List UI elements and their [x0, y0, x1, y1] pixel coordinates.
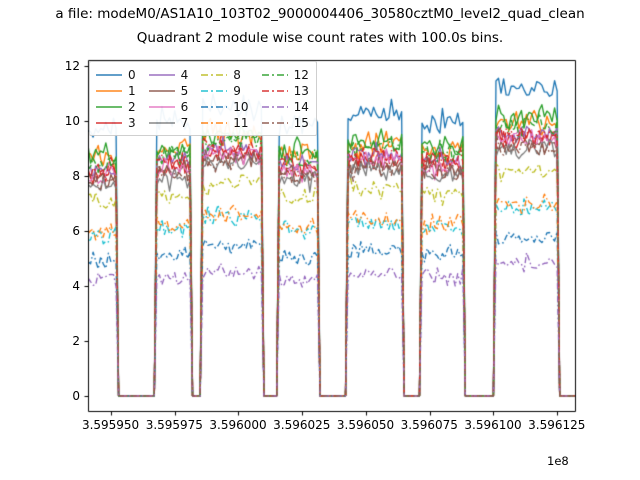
legend-entry-10[interactable]: 10 [201, 99, 249, 114]
legend-swatch-7 [148, 117, 175, 128]
legend-swatch-3 [96, 117, 122, 128]
legend-label-7: 7 [180, 115, 189, 130]
legend-entry-8[interactable]: 8 [201, 67, 248, 82]
legend-label-15: 15 [293, 115, 309, 130]
legend-entry-13[interactable]: 13 [261, 83, 309, 98]
legend-entry-15[interactable]: 15 [261, 115, 309, 130]
x-tick-label: 3.595950 [81, 418, 140, 432]
legend-swatch-5 [148, 85, 175, 96]
legend-label-4: 4 [180, 67, 189, 82]
legend-entry-9[interactable]: 9 [201, 83, 248, 98]
legend-label-11: 11 [233, 115, 249, 130]
x-tick-label: 3.596050 [336, 418, 395, 432]
legend-entry-5[interactable]: 5 [148, 83, 189, 98]
y-tick-label: 10 [64, 113, 80, 128]
y-tick-label: 0 [72, 388, 80, 403]
legend-entry-12[interactable]: 12 [261, 67, 309, 82]
y-tick-label: 4 [72, 278, 80, 293]
legend-swatch-12 [261, 69, 288, 80]
legend-entry-11[interactable]: 11 [201, 115, 249, 130]
legend-label-6: 6 [180, 99, 189, 114]
legend-label-9: 9 [233, 83, 241, 98]
legend-swatch-6 [148, 101, 175, 112]
legend-entry-7[interactable]: 7 [148, 115, 189, 130]
y-tick-label: 12 [64, 58, 80, 73]
legend-label-8: 8 [233, 67, 241, 82]
x-tick-label: 3.595975 [145, 418, 203, 432]
legend-label-5: 5 [180, 83, 189, 98]
legend-swatch-8 [201, 69, 228, 80]
x-axis-offset-label: 1e8 [547, 454, 569, 468]
legend-entry-0[interactable]: 0 [96, 67, 136, 82]
legend-entry-1[interactable]: 1 [96, 83, 136, 98]
x-tick-label: 3.596125 [528, 418, 586, 432]
legend-swatch-2 [96, 101, 122, 112]
legend-label-1: 1 [128, 83, 136, 98]
legend-swatch-9 [201, 85, 228, 96]
legend-label-3: 3 [128, 115, 136, 130]
x-tick-label: 3.596025 [273, 418, 331, 432]
legend-label-10: 10 [233, 99, 249, 114]
legend-label-12: 12 [293, 67, 309, 82]
legend-swatch-14 [261, 101, 288, 112]
legend-entry-14[interactable]: 14 [261, 99, 309, 114]
legend-swatch-13 [261, 85, 288, 96]
y-tick-label: 8 [72, 168, 80, 183]
legend-swatch-4 [148, 69, 175, 80]
y-tick-label: 6 [72, 223, 80, 238]
legend-label-0: 0 [128, 67, 136, 82]
legend-label-2: 2 [128, 99, 136, 114]
legend-swatch-11 [201, 117, 228, 128]
chart-legend[interactable]: 0 1 2 3 4 5 6 7 8 9 10 11 12 13 14 15 [89, 61, 317, 136]
legend-entry-3[interactable]: 3 [96, 115, 136, 130]
y-tick-label: 2 [72, 333, 80, 348]
legend-swatch-1 [96, 85, 122, 96]
legend-swatch-15 [261, 117, 288, 128]
x-tick-label: 3.596000 [209, 418, 267, 432]
x-tick-label: 3.596075 [400, 418, 458, 432]
legend-entry-4[interactable]: 4 [148, 67, 189, 82]
legend-label-14: 14 [293, 99, 309, 114]
legend-label-13: 13 [293, 83, 309, 98]
legend-entry-6[interactable]: 6 [148, 99, 189, 114]
x-tick-label: 3.596100 [464, 418, 522, 432]
legend-entry-2[interactable]: 2 [96, 99, 136, 114]
legend-swatch-10 [201, 101, 228, 112]
legend-swatch-0 [96, 69, 122, 80]
